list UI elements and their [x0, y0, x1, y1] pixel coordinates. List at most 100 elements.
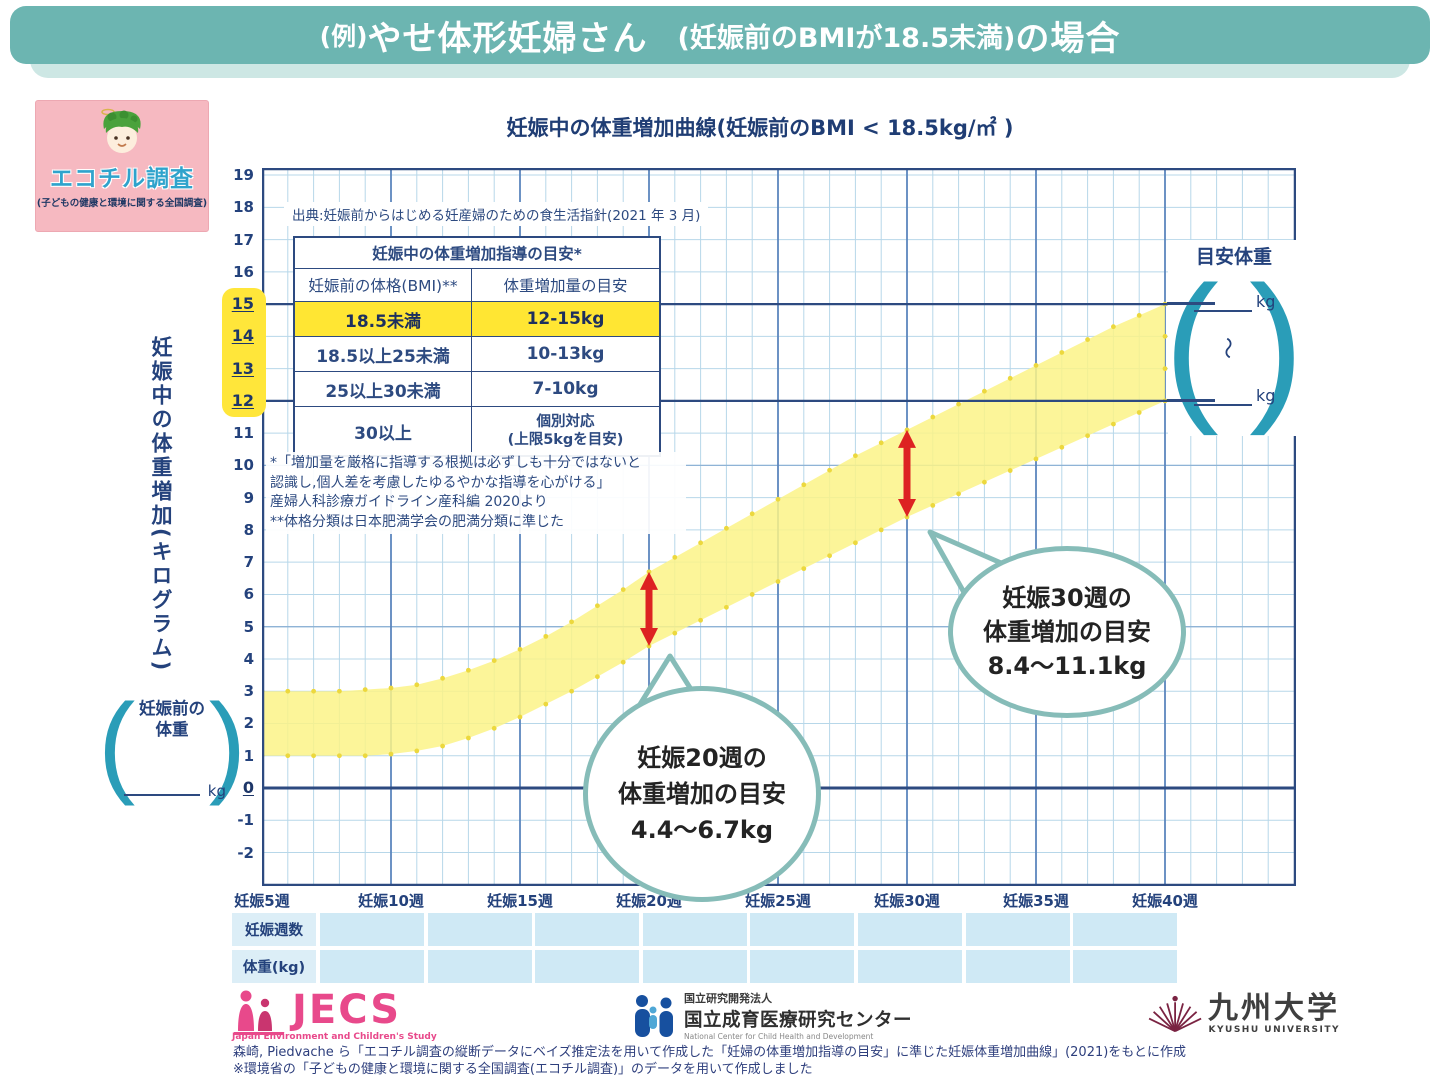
- source-note: 出典:妊娠前からはじめる妊産婦のための食生活指針(2021 年 3 月): [284, 202, 709, 226]
- x-tick-week35: 妊娠35週: [1003, 892, 1069, 910]
- ncchd-org-type: 国立研究開発法人: [684, 992, 772, 1005]
- record-table-cell[interactable]: [535, 950, 640, 983]
- target-weight-upper-kg: kg: [1256, 292, 1276, 311]
- x-tick-week30: 妊娠30週: [874, 892, 940, 910]
- y-tick-10: 10: [233, 456, 254, 475]
- record-table-cell[interactable]: [1073, 913, 1178, 946]
- y-tick-19: 19: [233, 166, 254, 185]
- paren-right-icon: ): [208, 681, 246, 806]
- target-weight-tilde: 〜: [1214, 336, 1240, 360]
- y-tick-16: 16: [233, 262, 254, 281]
- y-tick-13: 13: [231, 358, 254, 378]
- record-table-cell[interactable]: [642, 913, 747, 946]
- upper-range-line-segment: [1167, 302, 1215, 305]
- record-table-row-label: 体重(kg): [232, 950, 316, 983]
- target-weight-title: 目安体重: [1195, 246, 1272, 268]
- ecochil-logo: エコチル調査 (子どもの健康と環境に関する全国調査): [35, 100, 209, 232]
- target-weight-lower-kg: kg: [1256, 386, 1276, 405]
- bubble-week20: 妊娠20週の 体重増加の目安 4.4〜6.7kg: [583, 686, 821, 902]
- y-tick-9: 9: [243, 488, 254, 507]
- jecs-subtitle: Japan Environment and Children's Study: [232, 1032, 437, 1042]
- record-table-cell[interactable]: [320, 913, 424, 946]
- guide-table-row-under18: 18.5未満 12-15kg: [295, 301, 659, 336]
- record-table-cell[interactable]: [320, 950, 424, 983]
- lower-range-line-segment: [1167, 399, 1215, 402]
- guide-table: 妊娠中の体重増加指導の目安* 妊娠前の体格(BMI)** 体重増加量の目安 18…: [293, 236, 661, 457]
- guide-table-row-over30: 30以上 個別対応 (上限5kgを目安): [295, 406, 659, 455]
- y-tick--2: -2: [237, 843, 254, 862]
- y-tick-14: 14: [231, 326, 254, 346]
- header-paren: (妊娠前のBMIが18.5未満): [677, 22, 1016, 54]
- ncchd-name: 国立成育医療研究センター: [684, 1010, 913, 1031]
- y-tick-3: 3: [243, 682, 254, 701]
- record-table-cell[interactable]: [750, 913, 855, 946]
- y-tick-7: 7: [243, 553, 254, 572]
- guide-table-row-over25: 25以上30未満 7-10kg: [295, 371, 659, 406]
- record-table-row-label: 妊娠週数: [232, 913, 316, 946]
- y-tick-2: 2: [243, 714, 254, 733]
- target-weight-upper-blank: [1194, 294, 1252, 312]
- ecochil-face-icon: [101, 108, 141, 153]
- y-tick-12: 12: [231, 390, 254, 410]
- kyushu-university-logo: 九州大学 KYUSHU UNIVERSITY: [1148, 990, 1340, 1038]
- header-title-bar: (例) やせ体形妊婦さん (妊娠前のBMIが18.5未満) の場合: [10, 6, 1430, 64]
- header-prefix: (例): [319, 22, 368, 51]
- header-main: やせ体形妊婦さん: [367, 18, 648, 59]
- record-table-cell[interactable]: [965, 950, 1070, 983]
- record-table-cell[interactable]: [427, 950, 532, 983]
- y-tick-5: 5: [243, 617, 254, 636]
- record-table-cell[interactable]: [750, 950, 855, 983]
- record-table-cell[interactable]: [858, 913, 962, 946]
- record-table-cell[interactable]: [965, 913, 1070, 946]
- ncchd-logo: 国立研究開発法人 国立成育医療研究センター National Center fo…: [630, 990, 912, 1041]
- guide-table-header: 妊娠前の体格(BMI)** 体重増加量の目安: [295, 268, 659, 301]
- ncchd-name-en: National Center for Child Health and Dev…: [684, 1032, 874, 1041]
- jecs-logo: JECS: [232, 988, 401, 1036]
- y-tick-17: 17: [233, 230, 254, 249]
- bubble-week30: 妊娠30週の 体重増加の目安 8.4〜11.1kg: [948, 546, 1186, 718]
- y-tick-18: 18: [233, 198, 254, 217]
- chart-title: 妊娠中の体重増加曲線(妊娠前のBMI < 18.5kg/㎡ ): [506, 116, 1014, 140]
- jecs-name: JECS: [292, 987, 402, 1033]
- guide-table-row-normal: 18.5以上25未満 10-13kg: [295, 336, 659, 371]
- y-tick-15: 15: [231, 294, 254, 314]
- y-tick-4: 4: [243, 649, 254, 668]
- ecochil-subtitle: (子どもの健康と環境に関する全国調査): [36, 198, 208, 209]
- paren-left-icon: (: [98, 681, 136, 806]
- kyushu-name-en: KYUSHU UNIVERSITY: [1208, 1025, 1340, 1035]
- pre-pregnancy-weight-blank: [124, 794, 200, 796]
- y-tick-1: 1: [243, 746, 254, 765]
- paren-right-icon: ): [1249, 252, 1304, 436]
- x-tick-week10: 妊娠10週: [358, 892, 424, 910]
- record-table-cell[interactable]: [858, 950, 962, 983]
- header-suffix: の場合: [1015, 18, 1121, 59]
- y-tick-0: 0: [242, 778, 254, 797]
- pre-pregnancy-weight-note: ( ) 妊娠前の 体重 kg: [98, 681, 246, 806]
- guide-table-title: 妊娠中の体重増加指導の目安*: [372, 245, 582, 263]
- x-tick-week40: 妊娠40週: [1132, 892, 1198, 910]
- y-tick--1: -1: [237, 811, 254, 830]
- record-table-cell[interactable]: [1073, 950, 1178, 983]
- guide-table-footnotes: *「増加量を厳格に指導する根拠は必ずしも十分ではないと 認識し,個人差を考慮した…: [266, 452, 686, 534]
- y-tick-6: 6: [243, 585, 254, 604]
- record-table-cell[interactable]: [642, 950, 747, 983]
- y-tick-11: 11: [233, 424, 254, 443]
- kyushu-emblem-icon: [1148, 995, 1202, 1032]
- x-tick-week15: 妊娠15週: [487, 892, 553, 910]
- ecochil-name: エコチル調査: [50, 166, 194, 192]
- x-tick-week5: 妊娠5週: [234, 892, 290, 910]
- ncchd-figures-icon: [635, 994, 673, 1037]
- target-weight-box: 目安体重 ( ) kg 〜 kg: [1164, 240, 1304, 436]
- target-weight-lower-blank: [1194, 388, 1252, 406]
- citation-line2: ※環境省の「子どもの健康と環境に関する全国調査(エコチル調査)」のデータを用いて…: [233, 1062, 813, 1077]
- x-tick-week25: 妊娠25週: [745, 892, 811, 910]
- y-axis-title: 妊娠中の体重増加(キログラム): [149, 336, 173, 674]
- record-table-cell[interactable]: [535, 913, 640, 946]
- record-table-cell[interactable]: [427, 913, 532, 946]
- kyushu-name: 九州大学: [1208, 991, 1340, 1026]
- citation-line1: 森崎, Piedvache ら「エコチル調査の縦断データにベイズ推定法を用いて作…: [233, 1045, 1187, 1060]
- pre-pregnancy-kg-unit: kg: [207, 782, 226, 800]
- y-axis-highlight: [222, 288, 266, 417]
- jecs-figures-icon: [234, 990, 284, 1035]
